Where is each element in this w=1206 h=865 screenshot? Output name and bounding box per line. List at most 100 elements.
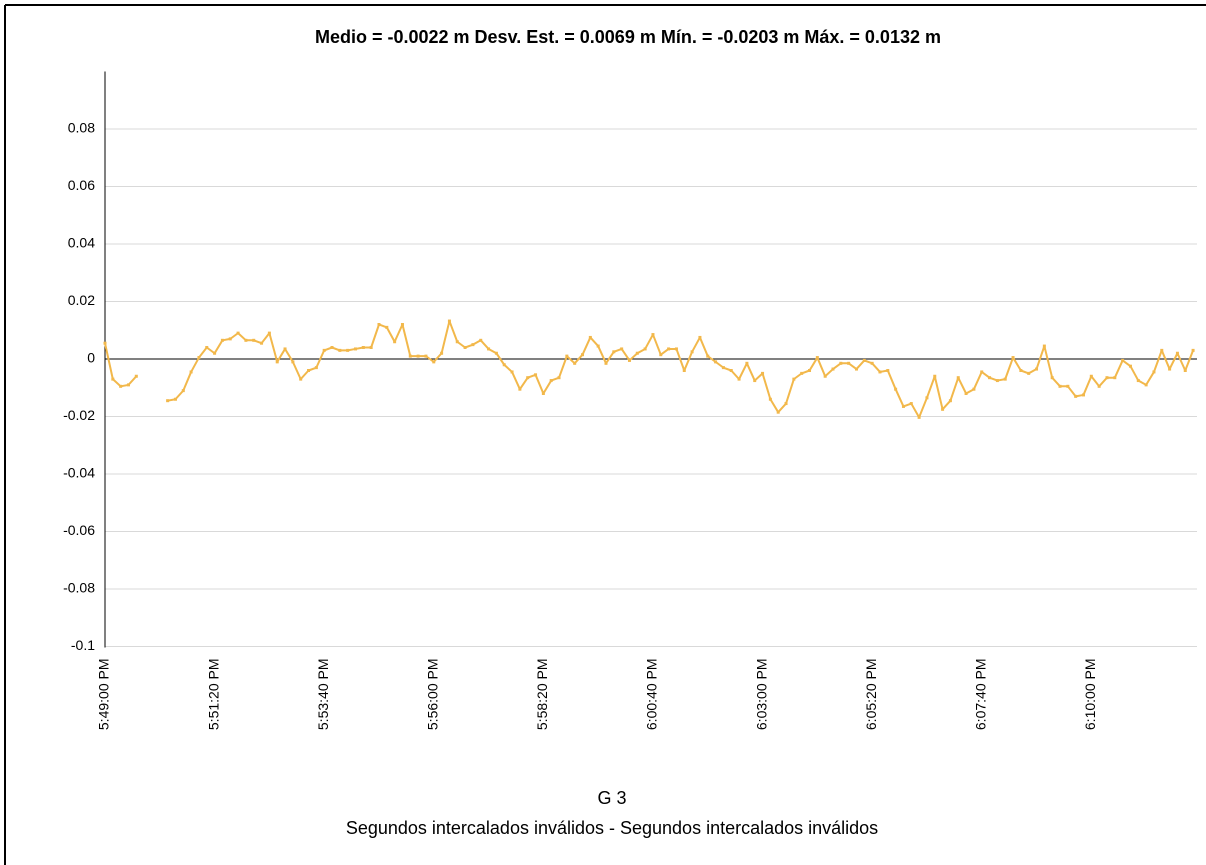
data-point: [487, 347, 491, 351]
data-point: [393, 340, 397, 344]
data-point: [369, 346, 373, 349]
y-tick-label: 0.04: [68, 235, 95, 251]
data-point: [534, 373, 538, 377]
data-point: [980, 370, 984, 374]
data-point: [463, 346, 467, 349]
data-point: [651, 333, 655, 337]
data-point: [792, 377, 796, 381]
data-point: [252, 338, 256, 342]
data-point: [275, 360, 279, 364]
x-axis-label: G 3: [597, 788, 626, 808]
data-point: [800, 371, 804, 375]
data-point: [761, 371, 765, 375]
chart-title: Medio = -0.0022 m Desv. Est. = 0.0069 m …: [315, 27, 941, 47]
data-point: [416, 354, 420, 358]
data-point: [267, 331, 271, 335]
data-point: [181, 389, 185, 393]
data-point: [1113, 376, 1117, 380]
data-point: [1058, 384, 1062, 388]
y-tick-label: 0: [87, 350, 95, 366]
data-point: [815, 356, 819, 360]
data-point: [1011, 356, 1015, 360]
data-point: [205, 346, 209, 349]
data-point: [338, 348, 342, 352]
data-point: [854, 367, 858, 371]
data-point: [682, 369, 686, 372]
data-point: [526, 376, 530, 380]
data-point: [612, 350, 616, 354]
data-point: [948, 399, 952, 403]
data-point: [557, 376, 561, 380]
data-point: [377, 323, 381, 326]
y-tick-label: -0.06: [63, 522, 95, 538]
caption: Segundos intercalados inválidos - Segund…: [346, 818, 878, 838]
data-point: [972, 387, 976, 391]
x-tick-label: 5:49:00 PM: [96, 659, 112, 731]
data-point: [244, 338, 248, 342]
data-point: [729, 369, 733, 372]
data-point: [260, 341, 264, 345]
data-point: [173, 397, 177, 401]
data-point: [314, 366, 318, 370]
data-point: [690, 350, 694, 354]
data-point: [784, 402, 788, 406]
data-point: [471, 343, 475, 347]
data-point: [307, 369, 311, 372]
data-point: [1160, 348, 1164, 352]
x-tick-label: 5:53:40 PM: [315, 659, 331, 731]
data-point: [964, 392, 968, 395]
data-point: [565, 354, 569, 358]
data-point: [228, 337, 232, 341]
data-point: [995, 379, 999, 383]
data-point: [745, 361, 749, 365]
data-point: [1050, 376, 1054, 380]
data-point: [667, 347, 671, 351]
data-point: [166, 399, 170, 403]
data-point: [659, 353, 663, 357]
x-tick-label: 5:58:20 PM: [534, 659, 550, 731]
y-tick-label: -0.04: [63, 465, 95, 481]
data-point: [1097, 384, 1101, 388]
data-point: [1144, 383, 1148, 387]
data-point: [1121, 358, 1125, 362]
data-point: [886, 369, 890, 372]
data-point: [479, 338, 483, 342]
data-point: [956, 376, 960, 380]
data-point: [502, 363, 506, 367]
data-point: [1183, 369, 1187, 372]
data-point: [291, 360, 295, 364]
data-point: [1027, 371, 1031, 375]
data-point: [549, 379, 553, 383]
data-point: [119, 384, 123, 388]
data-point: [455, 340, 459, 344]
data-point: [134, 374, 138, 378]
data-point: [588, 335, 592, 339]
data-point: [847, 361, 851, 365]
data-point: [862, 358, 866, 362]
x-tick-label: 6:05:20 PM: [863, 659, 879, 731]
data-point: [1191, 348, 1195, 352]
data-point: [400, 323, 404, 326]
data-point: [510, 370, 514, 374]
data-point: [126, 383, 130, 387]
data-point: [894, 387, 898, 391]
data-point: [189, 370, 193, 374]
data-point: [909, 402, 913, 406]
data-point: [808, 369, 812, 372]
data-point: [988, 376, 992, 380]
data-point: [643, 347, 647, 351]
data-point: [753, 379, 757, 383]
data-point: [1152, 370, 1156, 374]
data-point: [581, 353, 585, 357]
data-point: [518, 387, 522, 391]
data-point: [385, 325, 389, 329]
data-point: [839, 361, 843, 365]
data-point: [440, 351, 444, 355]
data-point: [361, 346, 365, 349]
data-point: [573, 361, 577, 365]
data-point: [737, 377, 741, 381]
data-point: [1019, 369, 1023, 372]
